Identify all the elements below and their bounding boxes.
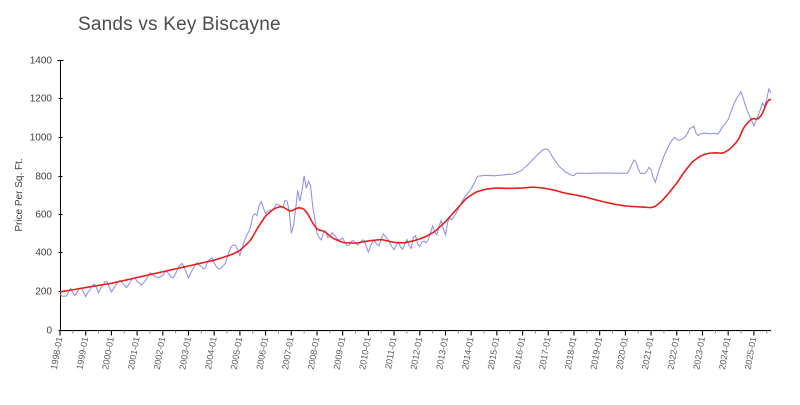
svg-text:2001-01: 2001-01 [126,336,142,370]
svg-text:600: 600 [35,210,52,221]
svg-text:2009-01: 2009-01 [332,336,348,370]
svg-text:2025-01: 2025-01 [743,336,759,370]
svg-text:0: 0 [46,326,52,337]
svg-text:2003-01: 2003-01 [177,336,193,370]
svg-text:2005-01: 2005-01 [229,336,245,370]
svg-text:2023-01: 2023-01 [691,336,707,370]
svg-text:2002-01: 2002-01 [152,336,168,370]
svg-text:400: 400 [35,248,52,259]
svg-text:Price Per Sq. Ft.: Price Per Sq. Ft. [14,158,25,231]
svg-text:2015-01: 2015-01 [486,336,502,370]
svg-text:2013-01: 2013-01 [434,336,450,370]
svg-text:2000-01: 2000-01 [100,336,116,370]
svg-text:1400: 1400 [30,56,53,67]
svg-text:2020-01: 2020-01 [614,336,630,370]
svg-text:2016-01: 2016-01 [511,336,527,370]
svg-text:2018-01: 2018-01 [563,336,579,370]
svg-text:2011-01: 2011-01 [383,336,398,370]
svg-text:200: 200 [35,287,52,298]
svg-text:2021-01: 2021-01 [640,336,656,370]
svg-text:2004-01: 2004-01 [203,336,219,370]
svg-text:1200: 1200 [30,94,53,105]
svg-text:2024-01: 2024-01 [717,336,733,370]
svg-text:2007-01: 2007-01 [280,336,296,370]
svg-text:1999-01: 1999-01 [75,336,91,370]
svg-text:2006-01: 2006-01 [254,336,270,370]
svg-text:1998-01: 1998-01 [49,336,65,370]
svg-text:2012-01: 2012-01 [409,336,425,370]
svg-text:2019-01: 2019-01 [589,336,605,370]
svg-text:2022-01: 2022-01 [666,336,682,370]
svg-text:2014-01: 2014-01 [460,336,476,370]
svg-text:1000: 1000 [30,133,53,144]
svg-text:2017-01: 2017-01 [537,336,553,370]
svg-text:2010-01: 2010-01 [357,336,373,370]
svg-text:800: 800 [35,172,52,183]
svg-text:2008-01: 2008-01 [306,336,322,370]
